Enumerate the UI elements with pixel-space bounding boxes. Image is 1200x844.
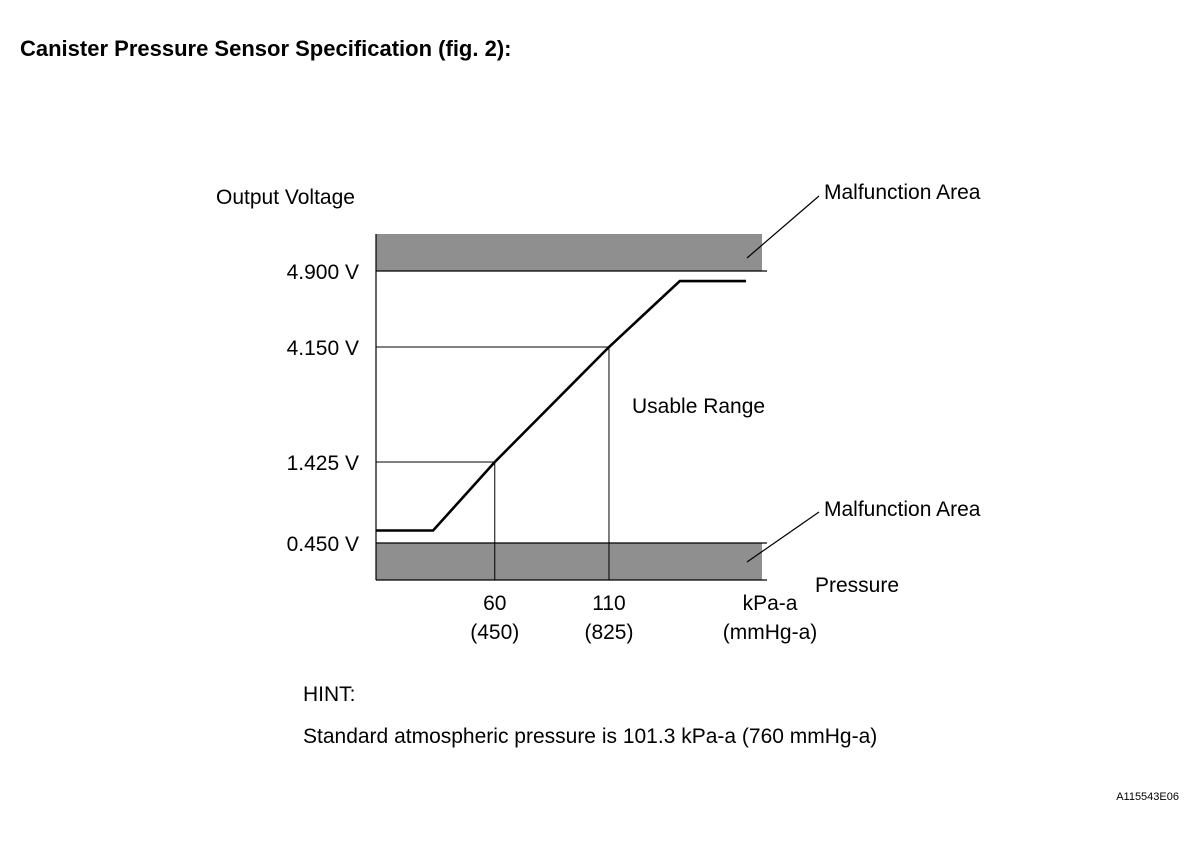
figure-code: A115543E06: [1116, 791, 1179, 803]
x-unit-sublabel: (mmHg-a): [723, 621, 818, 644]
lower-malfunction-band: [376, 543, 762, 580]
tick-labels: 0.450 V 1.425 V 4.150 V 4.900 V 60 (450) 110 (8…: [287, 261, 634, 644]
chart-axes: [375, 234, 767, 581]
region-label-0: Malfunction Area: [824, 181, 981, 204]
region-label-1: Usable Range: [632, 395, 765, 418]
x-unit-label: kPa-a: [743, 592, 798, 615]
hint-text: Standard atmospheric pressure is 101.3 k…: [303, 725, 878, 748]
y-tick-label-0: 0.450 V: [287, 533, 359, 556]
chart-labels: kPa-a (mmHg-a) Pressure Output Voltage Malfu…: [216, 181, 981, 644]
region-label-2: Malfunction Area: [824, 498, 981, 521]
x-axis-title: Pressure: [815, 574, 899, 597]
output-voltage-line-0: [376, 279, 746, 532]
x-tick-sublabel-0: (450): [470, 621, 519, 644]
y-tick-label-2: 4.150 V: [287, 337, 359, 360]
reference-lines: [376, 346, 610, 580]
upper-band-leader: [746, 195, 820, 259]
x-tick-label-0: 60: [483, 592, 506, 615]
malfunction-bands: [376, 234, 762, 580]
x-tick-label-1: 110: [592, 592, 625, 615]
x-tick-sublabel-1: (825): [584, 621, 633, 644]
y-axis-title: Output Voltage: [216, 186, 355, 209]
hint-label: HINT:: [303, 683, 356, 706]
y-tick-label-1: 1.425 V: [287, 452, 359, 475]
upper-malfunction-band: [376, 234, 762, 271]
page-title: Canister Pressure Sensor Specification (…: [20, 36, 512, 61]
chart-series: [376, 279, 746, 532]
y-tick-label-3: 4.900 V: [287, 261, 359, 284]
lower-band-leader: [746, 511, 820, 563]
